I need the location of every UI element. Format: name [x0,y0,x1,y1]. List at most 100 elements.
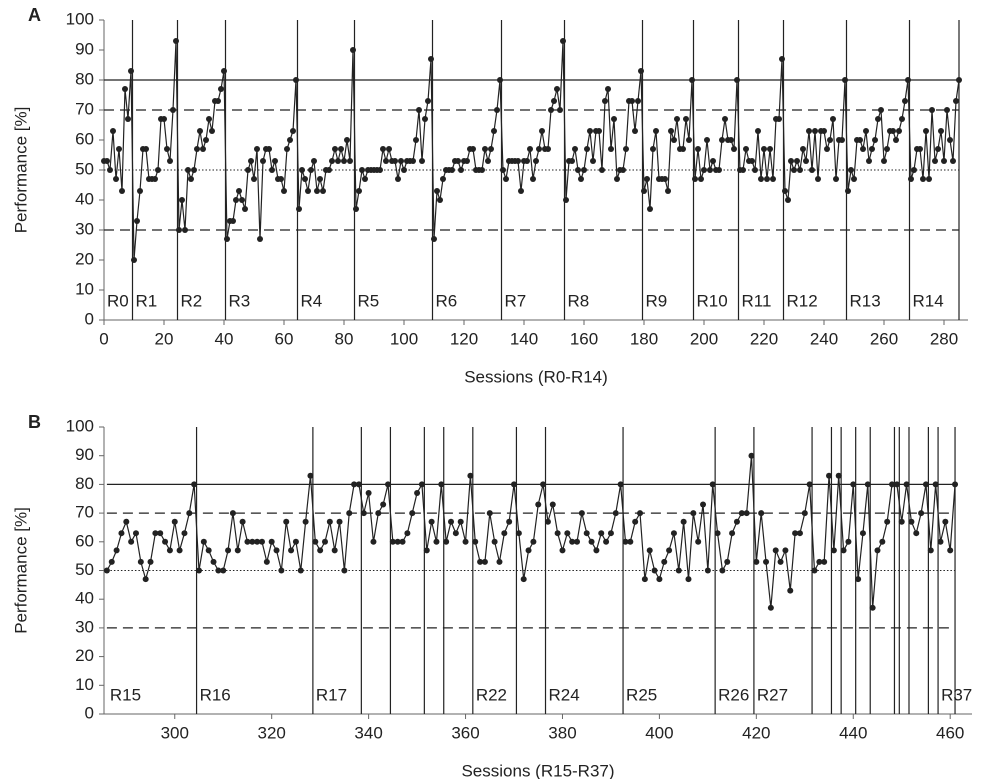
data-point [661,558,668,565]
data-point [902,98,908,104]
x-tick-label: 440 [839,723,867,742]
data-point [479,167,485,173]
data-point [515,530,522,537]
x-tick-label: 40 [215,329,234,348]
data-point [225,547,232,554]
data-point [864,481,871,488]
data-point [646,547,653,554]
data-point [797,167,803,173]
data-point [245,167,251,173]
region-label: R16 [200,685,231,704]
data-point [559,547,566,554]
data-point [815,176,821,182]
data-point [956,77,962,83]
data-point [629,98,635,104]
data-point [764,176,770,182]
data-point [524,158,530,164]
data-point [418,481,425,488]
data-point [239,197,245,203]
x-tick-label: 380 [548,723,576,742]
data-point [719,567,726,574]
data-point [889,481,896,488]
data-point [671,137,677,143]
data-point [692,176,698,182]
data-point [761,146,767,152]
region-label: R37 [941,685,972,704]
data-point [332,146,338,152]
data-point [176,547,183,554]
data-point [103,567,110,574]
data-point [845,188,851,194]
data-point [370,538,377,545]
data-point [491,538,498,545]
data-point [134,218,140,224]
x-tick-label: 220 [750,329,778,348]
data-point [835,472,842,479]
data-point [123,518,130,525]
data-point [782,188,788,194]
x-tick-label: 20 [155,329,174,348]
data-point [801,510,808,517]
data-point [419,158,425,164]
data-point [662,176,668,182]
data-point [399,538,406,545]
data-point [839,137,845,143]
data-point [428,518,435,525]
data-point [203,137,209,143]
data-point [788,158,794,164]
data-point [251,176,257,182]
x-tick-label: 460 [936,723,964,742]
data-point [917,146,923,152]
y-tick-label: 80 [75,69,94,88]
data-point [758,176,764,182]
data-point [329,158,335,164]
data-point [903,481,910,488]
data-point [734,77,740,83]
data-point [922,481,929,488]
data-point [167,158,173,164]
region-label: R25 [626,685,657,704]
data-point [806,481,813,488]
data-point [560,38,566,44]
data-point [257,236,263,242]
data-point [302,176,308,182]
data-point [186,510,193,517]
data-point [448,518,455,525]
data-point [549,501,556,508]
data-point [346,510,353,517]
data-point [431,236,437,242]
data-point [296,206,302,212]
region-label: R9 [646,291,668,310]
data-point [840,547,847,554]
data-point [536,146,542,152]
data-point [341,567,348,574]
data-point [360,510,367,517]
data-point [188,176,194,182]
data-point [351,481,358,488]
data-point [653,128,659,134]
data-point [733,518,740,525]
data-point [142,576,149,583]
data-point [404,530,411,537]
region-label: R3 [229,291,251,310]
data-point [518,188,524,194]
data-point [674,116,680,122]
data-point [929,107,935,113]
data-point [806,128,812,134]
data-point [312,538,319,545]
data-point [362,176,368,182]
data-point [833,176,839,182]
data-point [569,538,576,545]
data-point [107,167,113,173]
data-point [599,167,605,173]
data-point [872,137,878,143]
data-point [383,158,389,164]
data-point [918,510,925,517]
data-point [166,547,173,554]
data-point [581,167,587,173]
data-point [394,538,401,545]
data-point [578,176,584,182]
data-point [194,146,200,152]
data-point [614,176,620,182]
data-point [685,576,692,583]
